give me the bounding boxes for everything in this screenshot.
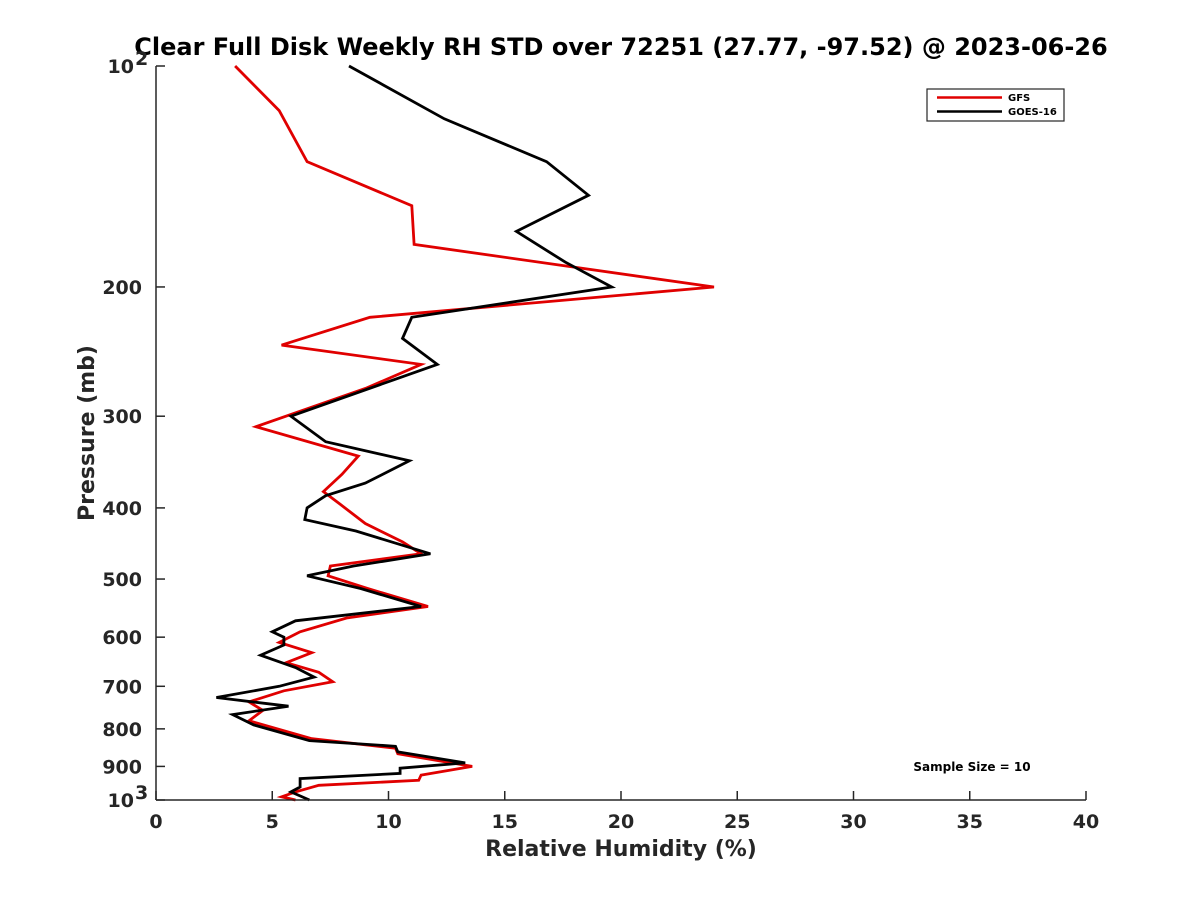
y-axis-label: Pressure (mb)	[75, 345, 100, 521]
legend-box	[926, 88, 1065, 122]
x-tick-label: 0	[149, 811, 162, 833]
x-tick-label: 25	[724, 811, 750, 833]
x-tick-label: 35	[957, 811, 983, 833]
sample-size-annotation: Sample Size = 10	[913, 760, 1030, 774]
y-tick-label: 700	[102, 676, 142, 698]
chart-title: Clear Full Disk Weekly RH STD over 72251…	[134, 33, 1107, 61]
y-tick-label: 400	[102, 498, 142, 520]
x-ticks: 0 5 10 15 20 25 30 35 40	[149, 791, 1099, 833]
y-tick-label: 600	[102, 627, 142, 649]
x-tick-label: 5	[266, 811, 279, 833]
y-tick-exponent: 2	[135, 48, 148, 70]
y-tick-label: 300	[102, 406, 142, 428]
y-tick-label: 10	[108, 790, 134, 812]
y-tick-label: 800	[102, 719, 142, 741]
x-tick-label: 30	[840, 811, 866, 833]
x-tick-label: 10	[375, 811, 401, 833]
y-tick-label: 500	[102, 569, 142, 591]
series-line-goes16	[216, 64, 617, 802]
y-tick-label: 900	[102, 756, 142, 778]
legend-label-goes16: GOES-16	[1008, 107, 1057, 118]
legend: GFS GOES-16	[926, 88, 1065, 122]
x-tick-label: 15	[492, 811, 518, 833]
y-tick-label: 200	[102, 277, 142, 299]
y-tick-exponent: 3	[135, 782, 148, 804]
series-line-gfs	[234, 65, 715, 802]
x-tick-label: 40	[1073, 811, 1099, 833]
series-layer	[216, 64, 715, 802]
x-axis-label: Relative Humidity (%)	[485, 837, 757, 862]
y-tick-label: 10	[108, 56, 134, 78]
x-tick-label: 20	[608, 811, 634, 833]
legend-label-gfs: GFS	[1008, 93, 1030, 104]
